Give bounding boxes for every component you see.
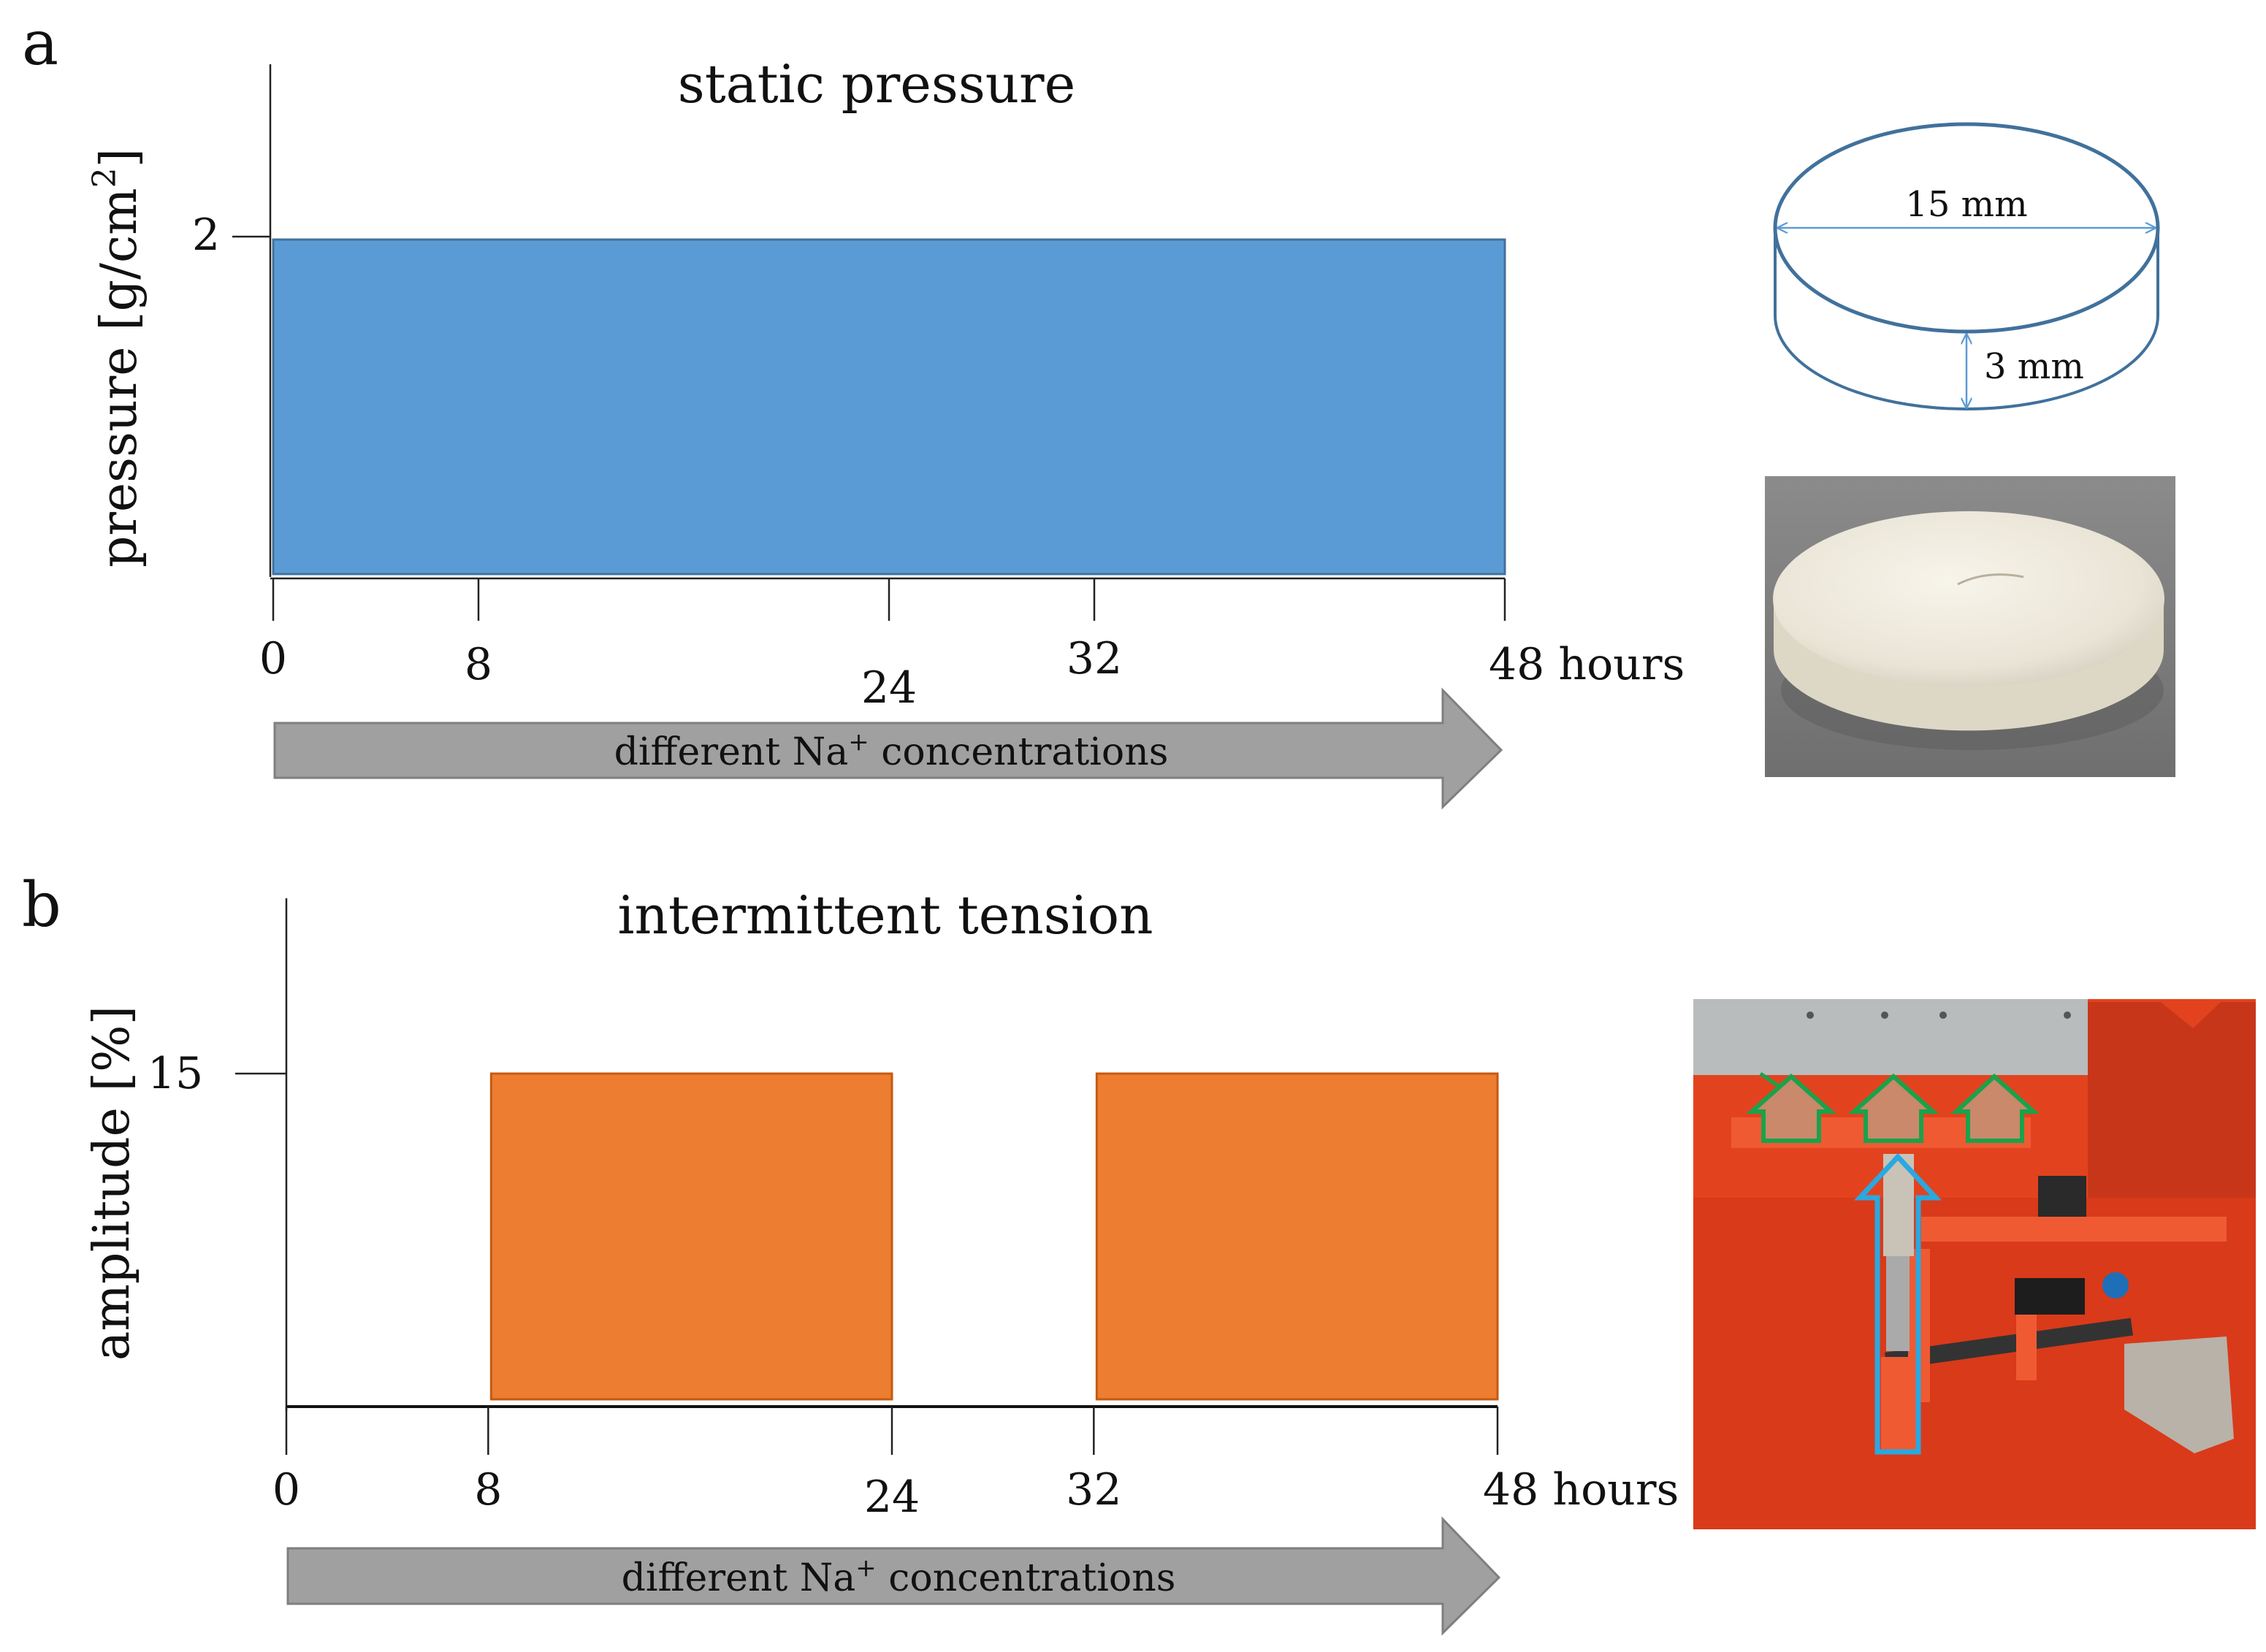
- panel-a-x-tick-label-24: 24: [861, 662, 917, 714]
- panel-a-letter: a: [22, 7, 58, 79]
- panel-b: b intermittent tension 15 amplitude [%] …: [22, 869, 2256, 1636]
- panel-b-y-label: amplitude [%]: [83, 1006, 141, 1361]
- panel-a-x-ticks: 0 8 24 32 48 hours: [259, 578, 1685, 714]
- green-arrow-3: [1950, 1073, 2040, 1143]
- panel-a-y-tick-label: 2: [192, 210, 220, 261]
- panel-b-y-tick-label: 15: [148, 1048, 203, 1099]
- disc-photo: [1765, 476, 2175, 777]
- panel-b-process-arrow: [286, 1516, 1501, 1636]
- panel-a-x-tick-label-48: 48 hours: [1489, 639, 1685, 690]
- panel-b-x-tick-label-48: 48 hours: [1483, 1464, 1679, 1515]
- panel-b-letter: b: [22, 869, 61, 941]
- panel-a-arrow-label: different Na+ concentrations: [614, 727, 1169, 774]
- panel-a-x-tick-label-8: 8: [465, 639, 492, 690]
- panel-a-process-arrow: [273, 687, 1503, 810]
- panel-a-pressure-bar: [272, 238, 1506, 575]
- panel-a-title: static pressure: [678, 53, 1075, 115]
- disc-schematic: 15 mm 3 mm: [1773, 122, 2160, 410]
- panel-a-y-label: pressure [g/cm2]: [86, 148, 148, 567]
- panel-a: a static pressure 2 pressure [g/cm2] 0 8 2…: [22, 7, 2175, 810]
- panel-b-title: intermittent tension: [618, 884, 1153, 946]
- panel-b-arrow-label: different Na+ concentrations: [622, 1553, 1176, 1600]
- green-arrow-1: [1746, 1073, 1836, 1143]
- disc-body: [1774, 228, 2159, 410]
- panel-a-x-tick-label-0: 0: [259, 633, 287, 684]
- panel-b-tension-bar-1: [489, 1072, 893, 1401]
- green-arrow-2: [1848, 1073, 1939, 1143]
- height-label: 3 mm: [1984, 346, 2084, 387]
- panel-b-x-ticks: 0 8 24 32 48 hours: [272, 1407, 1679, 1523]
- panel-b-x-tick-label-0: 0: [272, 1464, 300, 1515]
- panel-b-x-tick-label-24: 24: [864, 1472, 920, 1523]
- panel-b-tension-bar-2: [1095, 1072, 1499, 1401]
- blue-arrow: [1853, 1152, 1942, 1455]
- device-photo: [1693, 999, 2256, 1529]
- panel-a-x-tick-label-32: 32: [1067, 633, 1122, 684]
- panel-b-x-tick-label-32: 32: [1066, 1464, 1121, 1515]
- diameter-label: 15 mm: [1905, 184, 2027, 225]
- panel-b-bars: [489, 1072, 1499, 1401]
- panel-b-x-tick-label-8: 8: [474, 1464, 502, 1515]
